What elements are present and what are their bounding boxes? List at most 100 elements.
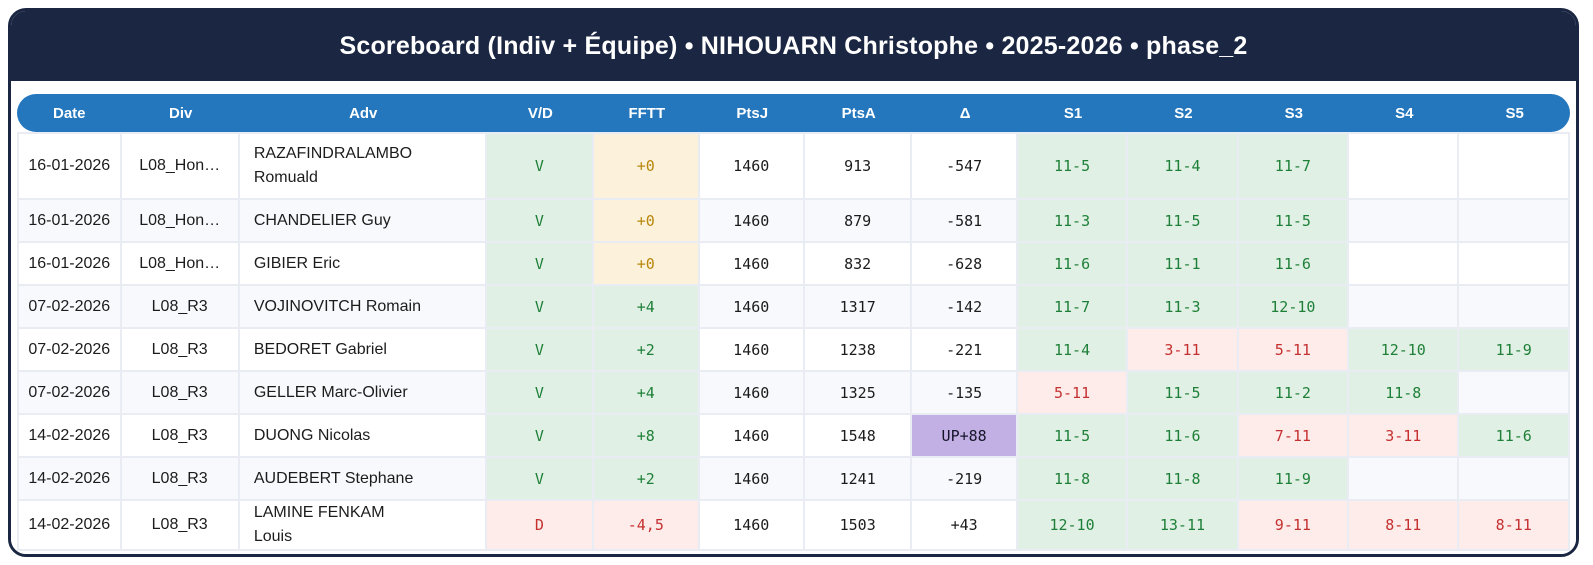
adversary-name: VOJINOVITCH Romain — [253, 297, 421, 315]
table-row: 16-01-2026 L08_Hon… CHANDELIER Guy V +0 1460 8… — [17, 200, 1570, 243]
cell-ptsa: 1325 — [804, 372, 913, 415]
cell-div: L08_R3 — [121, 415, 240, 458]
cell-s3: 11-2 — [1238, 372, 1350, 415]
cell-div: L08_R3 — [121, 501, 240, 551]
column-header-adv: Adv — [239, 94, 487, 132]
cell-adv: GIBIER Eric — [239, 243, 487, 286]
cell-ptsa: 913 — [804, 132, 913, 200]
table-body: 16-01-2026 L08_Hon… RAZAFINDRALAMBO Romual… — [17, 132, 1570, 551]
cell-ptsa: 1503 — [804, 501, 913, 551]
table-row: 16-01-2026 L08_Hon… RAZAFINDRALAMBO Romual… — [17, 132, 1570, 200]
cell-date: 16-01-2026 — [17, 243, 122, 286]
cell-s2: 11-5 — [1128, 372, 1239, 415]
cell-date: 07-02-2026 — [17, 286, 122, 329]
cell-ptsj: 1460 — [699, 372, 805, 415]
adversary-name: GELLER Marc-Olivier — [253, 383, 408, 401]
cell-vd: V — [486, 286, 595, 329]
cell-ptsa: 1548 — [804, 415, 913, 458]
cell-s4: 12-10 — [1349, 329, 1460, 372]
cell-date: 14-02-2026 — [17, 501, 122, 551]
column-header-fftt: FFTT — [594, 94, 700, 132]
column-header-v-d: V/D — [486, 94, 595, 132]
cell-div: L08_Hon… — [121, 132, 240, 200]
cell-s4 — [1349, 243, 1460, 286]
cell-delta: UP+88 — [912, 415, 1018, 458]
cell-fftt: +0 — [594, 243, 700, 286]
cell-s5: 8-11 — [1459, 501, 1570, 551]
cell-s5 — [1459, 243, 1570, 286]
cell-delta: -135 — [912, 372, 1018, 415]
cell-ptsa: 879 — [804, 200, 913, 243]
cell-s2: 11-8 — [1128, 458, 1239, 501]
cell-adv: DUONG Nicolas — [239, 415, 487, 458]
cell-vd: V — [486, 243, 595, 286]
header-row: Date Div Adv V/D FFTT PtsJ PtsA Δ S1 S2 S3 S4 S5 — [17, 94, 1570, 132]
cell-s2: 11-4 — [1128, 132, 1239, 200]
cell-vd: V — [486, 132, 595, 200]
cell-date: 16-01-2026 — [17, 200, 122, 243]
cell-s1: 11-4 — [1017, 329, 1129, 372]
cell-fftt: +0 — [594, 200, 700, 243]
cell-div: L08_R3 — [121, 458, 240, 501]
cell-s5 — [1459, 132, 1570, 200]
table-row: 07-02-2026 L08_R3 BEDORET Gabriel V +2 1460 12… — [17, 329, 1570, 372]
column-header-date: Date — [17, 94, 122, 132]
cell-s3: 11-5 — [1238, 200, 1350, 243]
column-header-ptsj: PtsJ — [699, 94, 805, 132]
column-header-s4: S4 — [1349, 94, 1460, 132]
page-title: Scoreboard (Indiv + Équipe) • NIHOUARN C… — [339, 31, 1248, 60]
cell-date: 07-02-2026 — [17, 329, 122, 372]
cell-s3: 11-9 — [1238, 458, 1350, 501]
column-header-s2: S2 — [1128, 94, 1239, 132]
cell-delta: -547 — [912, 132, 1018, 200]
cell-s3: 11-6 — [1238, 243, 1350, 286]
table-row: 07-02-2026 L08_R3 VOJINOVITCH Romain V +4 146… — [17, 286, 1570, 329]
cell-adv: LAMINE FENKAM Louis — [239, 501, 487, 551]
cell-s3: 5-11 — [1238, 329, 1350, 372]
cell-adv: BEDORET Gabriel — [239, 329, 487, 372]
table-row: 14-02-2026 L08_R3 AUDEBERT Stephane V +2 1460… — [17, 458, 1570, 501]
adversary-name: LAMINE FENKAM Louis — [253, 504, 385, 545]
cell-s2: 13-11 — [1128, 501, 1239, 551]
table-row: 14-02-2026 L08_R3 DUONG Nicolas V +8 1460 1548… — [17, 415, 1570, 458]
cell-s2: 11-1 — [1128, 243, 1239, 286]
cell-delta: -142 — [912, 286, 1018, 329]
cell-delta: -581 — [912, 200, 1018, 243]
cell-ptsa: 1238 — [804, 329, 913, 372]
cell-div: L08_R3 — [121, 286, 240, 329]
cell-adv: CHANDELIER Guy — [239, 200, 487, 243]
adversary-name: RAZAFINDRALAMBO Romuald — [253, 145, 413, 186]
cell-ptsj: 1460 — [699, 200, 805, 243]
cell-vd: V — [486, 200, 595, 243]
column-header--: Δ — [912, 94, 1018, 132]
cell-s1: 11-5 — [1017, 132, 1129, 200]
cell-s2: 11-3 — [1128, 286, 1239, 329]
adversary-name: GIBIER Eric — [253, 254, 341, 272]
scoreboard-table: Date Div Adv V/D FFTT PtsJ PtsA Δ S1 S2 S3 S4 S5 16-… — [17, 94, 1570, 551]
cell-s5: 11-6 — [1459, 415, 1570, 458]
cell-delta: -219 — [912, 458, 1018, 501]
cell-ptsj: 1460 — [699, 415, 805, 458]
adversary-name: CHANDELIER Guy — [253, 211, 391, 229]
cell-ptsa: 1241 — [804, 458, 913, 501]
cell-adv: GELLER Marc-Olivier — [239, 372, 487, 415]
cell-s1: 11-6 — [1017, 243, 1129, 286]
cell-s1: 12-10 — [1017, 501, 1129, 551]
cell-vd: D — [486, 501, 595, 551]
cell-fftt: +2 — [594, 458, 700, 501]
adversary-name: BEDORET Gabriel — [253, 340, 387, 358]
cell-fftt: +8 — [594, 415, 700, 458]
title-bar: Scoreboard (Indiv + Équipe) • NIHOUARN C… — [11, 11, 1576, 81]
cell-vd: V — [486, 458, 595, 501]
cell-ptsj: 1460 — [699, 132, 805, 200]
cell-s2: 11-6 — [1128, 415, 1239, 458]
cell-ptsj: 1460 — [699, 329, 805, 372]
cell-s5: 11-9 — [1459, 329, 1570, 372]
cell-s1: 11-7 — [1017, 286, 1129, 329]
cell-delta: +43 — [912, 501, 1018, 551]
cell-adv: RAZAFINDRALAMBO Romuald — [239, 132, 487, 200]
cell-s4 — [1349, 458, 1460, 501]
cell-s5 — [1459, 372, 1570, 415]
cell-s4: 11-8 — [1349, 372, 1460, 415]
cell-ptsj: 1460 — [699, 501, 805, 551]
